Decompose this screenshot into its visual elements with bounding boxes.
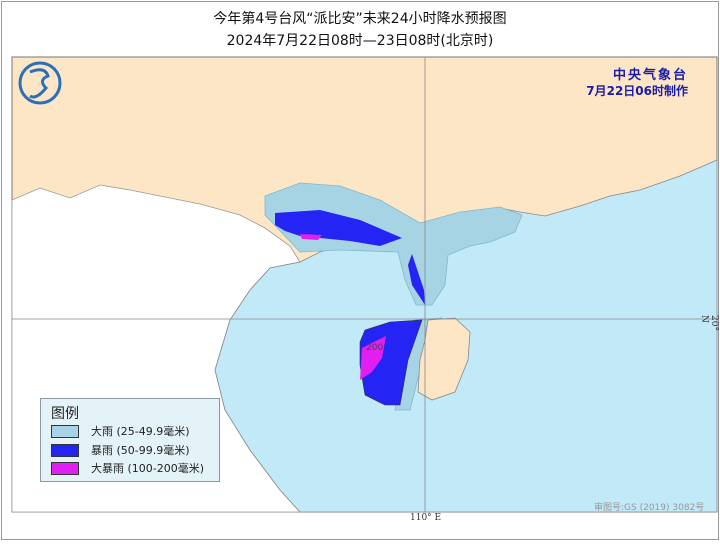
map-subtitle: 2024年7月22日08时—23日08时(北京时) <box>226 33 494 49</box>
heavy-rainstorm-area-hainan <box>360 336 386 380</box>
legend-label: 大暴雨 (100-200毫米) <box>91 462 205 475</box>
agency-name: 中央气象台 <box>612 68 688 83</box>
legend: 图例 大雨 (25-49.9毫米) 暴雨 (50-99.9毫米) 大暴雨 (10… <box>40 398 220 482</box>
map-title: 今年第4号台风“派比安”未来24小时降水预报图 <box>213 11 507 27</box>
hainan-island <box>417 317 471 401</box>
legend-swatch <box>51 424 79 438</box>
legend-title: 图例 <box>51 406 79 422</box>
legend-label: 暴雨 (50-99.9毫米) <box>91 444 190 457</box>
legend-item-heavy-rainstorm: 大暴雨 (100-200毫米) <box>51 460 204 476</box>
heavy-rainstorm-area-gulf <box>300 234 322 240</box>
longitude-label: 110° E <box>410 513 442 523</box>
contour-label: 200 <box>366 343 383 353</box>
issue-time: 7月22日06时制作 <box>586 84 688 98</box>
legend-item-heavy-rain: 大雨 (25-49.9毫米) <box>51 423 190 439</box>
rainstorm-area-leizhou <box>408 254 425 305</box>
legend-label: 大雨 (25-49.9毫米) <box>91 425 190 438</box>
legend-swatch <box>51 443 79 457</box>
rainstorm-area-gulf <box>275 210 402 246</box>
map-approval-number: 审图号:GS (2019) 3082号 <box>594 503 705 513</box>
cma-logo-icon <box>18 61 62 105</box>
legend-item-rainstorm: 暴雨 (50-99.9毫米) <box>51 442 190 458</box>
latitude-label: 20° N <box>699 315 719 331</box>
legend-swatch <box>51 461 79 475</box>
